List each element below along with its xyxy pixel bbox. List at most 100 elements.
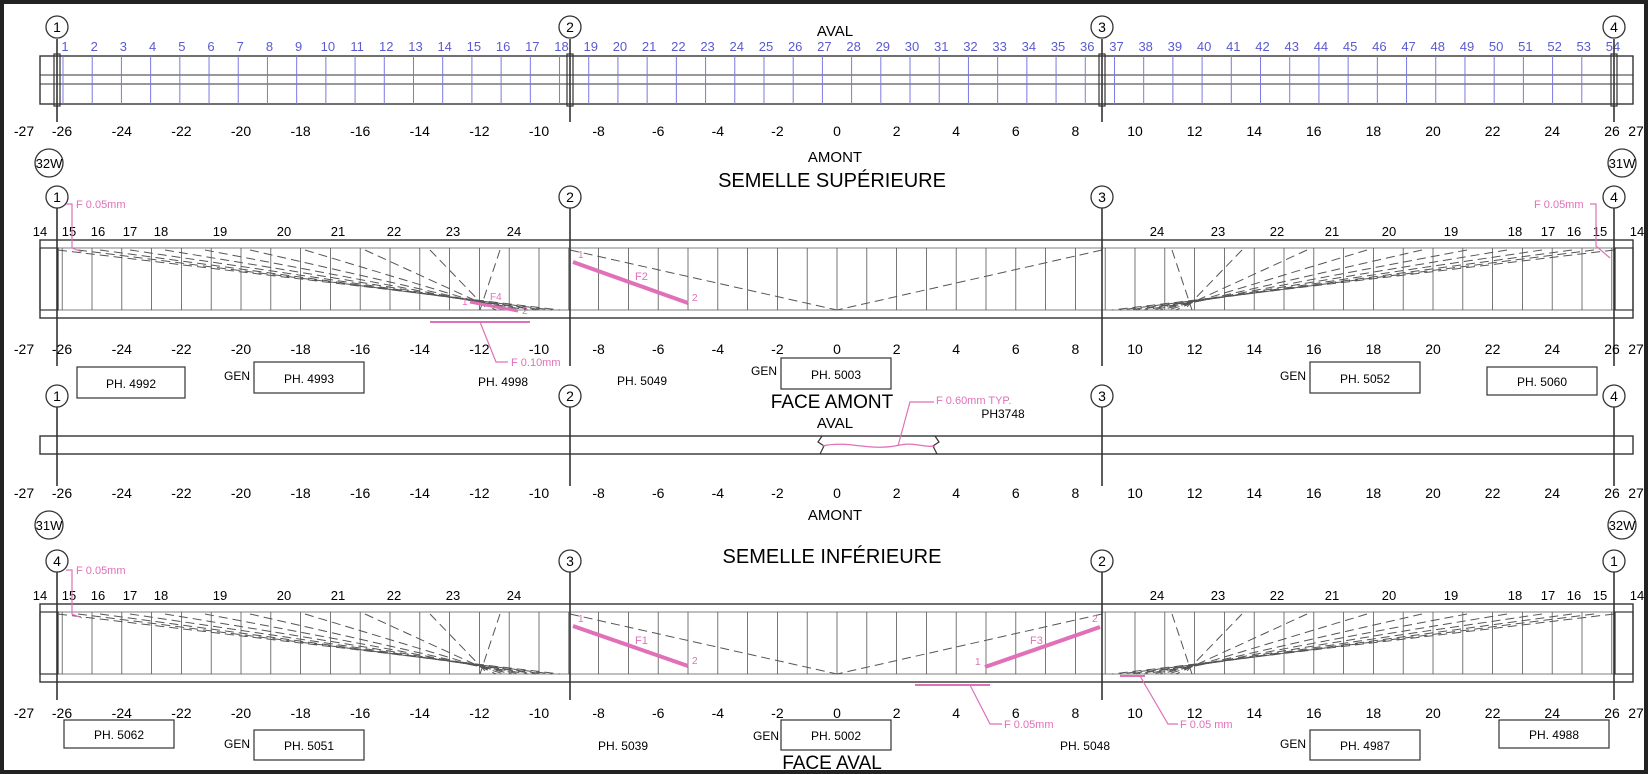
scale1-tick-7: -14 — [410, 123, 430, 139]
sup-panel-hatch-left-7 — [304, 249, 505, 311]
girder-label-22: 22 — [671, 39, 685, 54]
crack-f3-end1: 1 — [975, 657, 981, 668]
panel-inferieure: 14 15 16 17 18 19 20 21 22 23 24 24 23 22 21 20 19 18 17 16… — [33, 588, 1644, 683]
inf-panel-num-right-9: 15 — [1593, 588, 1607, 603]
inf-panel-end-plate-0 — [39, 611, 59, 675]
badge-left-inf-circle — [34, 510, 64, 540]
sup-panel-hatch-mid-left — [569, 249, 838, 311]
girder-label-2: 2 — [91, 39, 98, 54]
photo-inf-gen-6: GEN — [1280, 737, 1306, 751]
scale3-tick-16: 4 — [952, 485, 960, 501]
crack-inf-mid-note: F 0.05mm — [1004, 719, 1054, 731]
badge-right-inf: 32W — [1607, 510, 1637, 540]
girder-label-23: 23 — [700, 39, 714, 54]
scale4-tick-22: 16 — [1306, 705, 1322, 721]
girder-label-48: 48 — [1431, 39, 1445, 54]
girder-label-30: 30 — [905, 39, 919, 54]
girder-label-18: 18 — [554, 39, 568, 54]
sup-panel-end-plate-1 — [1614, 247, 1634, 311]
top-station-circle-3 — [1602, 15, 1626, 39]
girder-label-37: 37 — [1109, 39, 1123, 54]
scale1-tick-1: -26 — [52, 123, 72, 139]
scale1-tick-0: -27 — [14, 123, 34, 139]
inf-panel-hatch-left-0 — [57, 613, 561, 675]
sup-panel-num-right-5: 19 — [1444, 224, 1458, 239]
sup-panel-num-left-1: 15 — [62, 224, 76, 239]
inf-panel-num-left-6: 20 — [277, 588, 291, 603]
scale1-tick-27: 26 — [1604, 123, 1620, 139]
girder-label-20: 20 — [613, 39, 627, 54]
photo-inf-gen-4: GEN — [753, 729, 779, 743]
scale4-tick-7: -14 — [410, 705, 430, 721]
crack-elevation-leader — [897, 401, 934, 447]
sup-panel-num-left-3: 17 — [123, 224, 137, 239]
badge-left-sup: 32W — [34, 148, 64, 178]
scale4-tick-16: 4 — [952, 705, 960, 721]
scale3-tick-0: -27 — [14, 485, 34, 501]
scale3-tick-28: 27 — [1628, 485, 1644, 501]
scale3-tick-13: -2 — [771, 485, 784, 501]
girder-label-53: 53 — [1577, 39, 1591, 54]
photo-ref-7: PH. 5060 — [1517, 375, 1567, 389]
semelle-superieure: SEMELLE SUPÉRIEURE 32W 31W 14 15 16 17 18 19 2… — [14, 148, 1644, 413]
girder-label-44: 44 — [1314, 39, 1328, 54]
inf-panel-num-left-5: 19 — [213, 588, 227, 603]
sup-panel-num-left-8: 22 — [387, 224, 401, 239]
girder-label-25: 25 — [759, 39, 773, 54]
photo-box-5003 — [780, 357, 892, 390]
inf-panel-num-right-1: 23 — [1211, 588, 1225, 603]
girder-label-36: 36 — [1080, 39, 1094, 54]
sup-station-label-1: 2 — [566, 189, 574, 205]
inf-panel-hatch-right-4 — [1143, 613, 1508, 675]
inf-panel-num-left-2: 16 — [91, 588, 105, 603]
scale1-tick-5: -18 — [290, 123, 310, 139]
crack-f2-end2: 2 — [692, 293, 698, 304]
scale4-tick-5: -18 — [290, 705, 310, 721]
crack-elevation-note: F 0.60mm TYP. — [936, 395, 1011, 407]
girder-label-15: 15 — [467, 39, 481, 54]
crack-right-leader — [1590, 203, 1611, 259]
scale2-tick-26: 24 — [1544, 341, 1560, 357]
sup-panel-hatch-right-4 — [1143, 249, 1508, 311]
photo-ref-2: PH. 4993 — [284, 372, 334, 386]
girder-label-34: 34 — [1022, 39, 1036, 54]
sup-panel-num-right-10: 14 — [1630, 224, 1644, 239]
badge-right-sup: 31W — [1607, 148, 1637, 178]
girder-label-52: 52 — [1547, 39, 1561, 54]
girder-label-4: 4 — [149, 39, 156, 54]
scale2-tick-18: 8 — [1072, 341, 1080, 357]
scale4-tick-27: 26 — [1604, 705, 1620, 721]
scale2-tick-19: 10 — [1127, 341, 1143, 357]
crack-left-note: F 0.05mm — [76, 199, 126, 211]
badge-left-sup-text: 32W — [36, 156, 63, 171]
girder-label-42: 42 — [1255, 39, 1269, 54]
inf-panel-num-right-0: 24 — [1150, 588, 1164, 603]
girder-label-10: 10 — [321, 39, 335, 54]
girder-label-49: 49 — [1460, 39, 1474, 54]
crack-inf-left-note: F 0.05mm — [76, 565, 126, 577]
scale3-tick-25: 22 — [1485, 485, 1501, 501]
scale2-tick-4: -20 — [231, 341, 251, 357]
girder-label-1: 1 — [61, 39, 68, 54]
girder-label-3: 3 — [120, 39, 127, 54]
scale3-tick-20: 12 — [1187, 485, 1203, 501]
scale4-tick-13: -2 — [771, 705, 784, 721]
crack-f3 — [984, 625, 1101, 669]
crack-f3-label: F3 — [1030, 635, 1043, 647]
scale3-tick-21: 14 — [1246, 485, 1262, 501]
inf-panel-end-plate-1 — [1614, 611, 1634, 675]
photo-inf-ref-7: PH. 4988 — [1529, 728, 1579, 742]
scale1-tick-3: -22 — [171, 123, 191, 139]
crack-inf-left-leader — [66, 569, 83, 619]
girder-label-5: 5 — [178, 39, 185, 54]
girder-label-47: 47 — [1401, 39, 1415, 54]
scale2-tick-3: -22 — [171, 341, 191, 357]
scale2-tick-25: 22 — [1485, 341, 1501, 357]
sup-station-circle-2 — [1090, 185, 1114, 209]
scale3-tick-22: 16 — [1306, 485, 1322, 501]
girder-label-19: 19 — [584, 39, 598, 54]
scale2-tick-10: -8 — [592, 341, 605, 357]
